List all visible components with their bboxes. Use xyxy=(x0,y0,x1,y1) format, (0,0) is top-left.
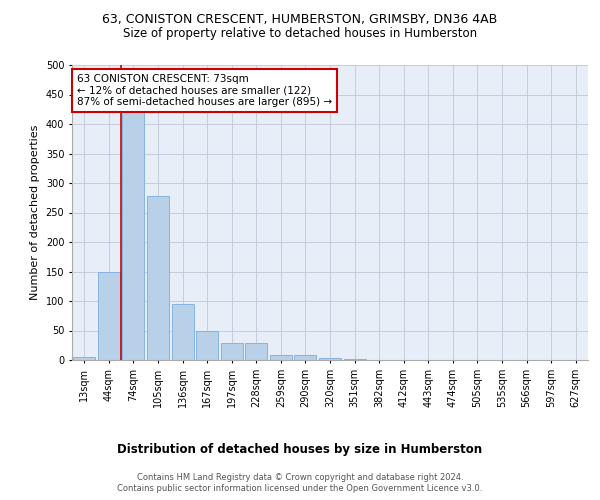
Text: Contains public sector information licensed under the Open Government Licence v3: Contains public sector information licen… xyxy=(118,484,482,493)
Bar xyxy=(319,358,341,360)
Bar xyxy=(73,357,95,360)
Text: Size of property relative to detached houses in Humberston: Size of property relative to detached ho… xyxy=(123,28,477,40)
Bar xyxy=(245,343,268,360)
Bar xyxy=(221,343,243,360)
Bar xyxy=(295,354,316,360)
Text: 63 CONISTON CRESCENT: 73sqm
← 12% of detached houses are smaller (122)
87% of se: 63 CONISTON CRESCENT: 73sqm ← 12% of det… xyxy=(77,74,332,107)
Bar xyxy=(344,359,365,360)
Y-axis label: Number of detached properties: Number of detached properties xyxy=(30,125,40,300)
Text: 63, CONISTON CRESCENT, HUMBERSTON, GRIMSBY, DN36 4AB: 63, CONISTON CRESCENT, HUMBERSTON, GRIMS… xyxy=(103,12,497,26)
Bar xyxy=(147,196,169,360)
Bar xyxy=(172,304,194,360)
Bar xyxy=(196,331,218,360)
Bar xyxy=(122,112,145,360)
Bar xyxy=(270,356,292,360)
Text: Distribution of detached houses by size in Humberston: Distribution of detached houses by size … xyxy=(118,442,482,456)
Text: Contains HM Land Registry data © Crown copyright and database right 2024.: Contains HM Land Registry data © Crown c… xyxy=(137,472,463,482)
Bar xyxy=(98,272,120,360)
